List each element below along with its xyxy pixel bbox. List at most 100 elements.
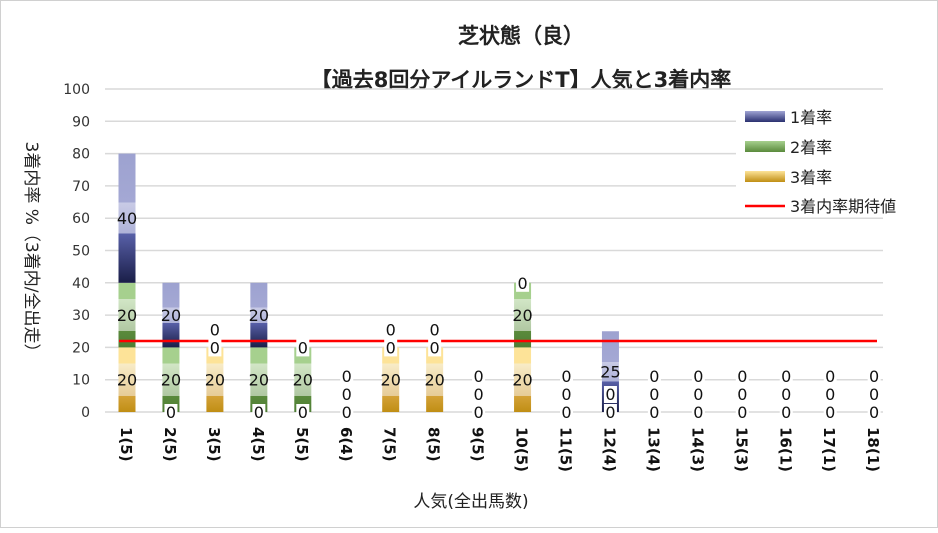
- data-label: 0: [781, 385, 791, 404]
- data-label: 0: [342, 403, 352, 422]
- x-tick-label: 13(4): [644, 427, 662, 472]
- data-label: 20: [249, 306, 269, 325]
- data-label-bg: [691, 404, 705, 421]
- legend-swatch: [745, 111, 785, 122]
- chart-title: 芝状態（良）: [458, 24, 584, 48]
- y-tick-label: 10: [72, 373, 90, 389]
- y-tick-label: 90: [72, 114, 90, 130]
- y-tick-label: 40: [72, 276, 90, 292]
- y-tick-label: 20: [72, 340, 90, 356]
- data-label-bg: [603, 386, 617, 403]
- data-label-bg: [691, 386, 705, 403]
- y-tick-label: 70: [72, 179, 90, 195]
- y-tick-label: 80: [72, 147, 90, 163]
- data-label-bg: [340, 368, 354, 385]
- x-tick-label: 12(4): [600, 427, 618, 472]
- data-label: 0: [605, 385, 615, 404]
- data-label: 20: [117, 306, 137, 325]
- data-label-bg: [384, 339, 398, 357]
- legend-label: 1着率: [790, 108, 832, 127]
- bar-segment: [118, 282, 136, 348]
- data-label: 0: [561, 367, 571, 386]
- data-label-bg: [735, 386, 749, 403]
- chart-subtitle: 【過去8回分アイルランドT】人気と3着内率: [311, 68, 732, 92]
- data-label: 0: [474, 385, 484, 404]
- data-label-bg: [472, 404, 486, 421]
- bar-segment: [206, 347, 224, 412]
- bar-segment: [382, 347, 400, 412]
- bar-segment: [162, 282, 180, 348]
- y-axis-label: 3着内率 %（3着内/全出走）: [21, 142, 41, 361]
- data-label-bg: [603, 404, 617, 421]
- data-label: 0: [210, 320, 220, 339]
- y-tick-label: 30: [72, 308, 90, 324]
- bar-segment: [118, 347, 136, 412]
- data-label: 0: [649, 367, 659, 386]
- x-tick-label: 7(5): [381, 427, 399, 462]
- data-label: 0: [474, 403, 484, 422]
- data-label-bg: [516, 274, 530, 292]
- x-tick-label: 14(3): [688, 427, 706, 472]
- data-label: 0: [737, 367, 747, 386]
- data-label-bg: [647, 386, 661, 403]
- data-label-bg: [472, 368, 486, 385]
- data-label: 20: [512, 306, 532, 325]
- bar-segment: [294, 347, 312, 412]
- data-label-bg: [560, 404, 573, 421]
- data-label: 20: [381, 371, 401, 390]
- data-label: 0: [430, 338, 440, 357]
- x-tick-label: 8(5): [425, 427, 443, 462]
- x-tick-label: 10(5): [513, 427, 531, 472]
- data-label: 20: [117, 371, 137, 390]
- x-tick-label: 9(5): [469, 427, 487, 462]
- y-tick-label: 60: [72, 211, 90, 227]
- data-label: 20: [161, 371, 181, 390]
- y-tick-label: 0: [81, 405, 90, 421]
- data-label: 0: [517, 274, 527, 293]
- data-label-bg: [208, 321, 222, 339]
- legend: 1着率 2着率 3着率 3着内率期待値: [736, 101, 936, 216]
- data-label-bg: [735, 368, 749, 385]
- bar-segment: [118, 153, 136, 283]
- data-label: 20: [293, 371, 313, 390]
- data-label: 0: [649, 403, 659, 422]
- data-label: 25: [600, 363, 620, 382]
- data-label: 0: [342, 367, 352, 386]
- data-label: 0: [737, 385, 747, 404]
- data-label: 0: [386, 320, 396, 339]
- data-label: 0: [869, 385, 879, 404]
- data-label: 0: [166, 403, 176, 422]
- data-label: 20: [249, 371, 269, 390]
- data-label: 0: [693, 385, 703, 404]
- legend-label: 2着率: [790, 138, 832, 157]
- data-label: 0: [825, 403, 835, 422]
- data-label-bg: [164, 404, 178, 421]
- data-label-bg: [867, 368, 881, 385]
- data-label-bg: [647, 368, 661, 385]
- x-tick-label: 2(5): [161, 427, 179, 462]
- data-label: 20: [161, 306, 181, 325]
- bar-segment: [250, 347, 268, 412]
- data-label: 0: [298, 338, 308, 357]
- data-label-bg: [823, 368, 837, 385]
- x-tick-label: 5(5): [293, 427, 311, 462]
- data-label-bg: [252, 404, 266, 421]
- legend-swatch: [745, 171, 785, 182]
- bar-segment: [250, 282, 268, 348]
- data-label-bg: [647, 404, 661, 421]
- data-label: 0: [781, 367, 791, 386]
- data-label-bg: [208, 339, 222, 357]
- data-label-bg: [296, 404, 310, 421]
- x-axis-label: 人気(全出馬数): [413, 492, 528, 512]
- legend-swatch: [745, 141, 785, 152]
- data-label-bg: [735, 404, 749, 421]
- y-tick-label: 100: [63, 82, 90, 98]
- data-label-bg: [560, 386, 573, 403]
- data-label-bg: [384, 321, 398, 339]
- x-tick-label: 6(4): [337, 427, 355, 462]
- data-label-bg: [296, 339, 310, 357]
- x-tick-label: 17(1): [820, 427, 838, 472]
- data-label-bg: [428, 339, 442, 357]
